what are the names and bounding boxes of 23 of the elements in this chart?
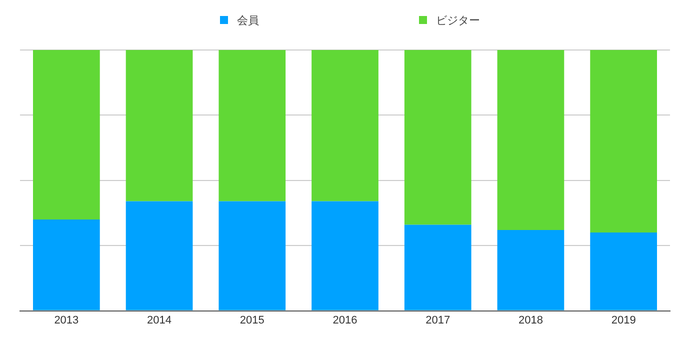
x-tick-label: 2019 bbox=[611, 314, 636, 326]
x-tick-label: 2017 bbox=[426, 314, 450, 326]
bar bbox=[497, 50, 564, 230]
bar bbox=[312, 50, 378, 202]
bar bbox=[218, 50, 286, 202]
legend-label: ビジター bbox=[436, 12, 480, 28]
x-tick-label: 2018 bbox=[518, 314, 543, 326]
x-tick-label: 2014 bbox=[147, 314, 172, 326]
bar bbox=[33, 220, 100, 310]
x-tick-label: 2016 bbox=[332, 314, 358, 326]
bar bbox=[497, 230, 564, 310]
legend-label: 会員 bbox=[237, 12, 259, 28]
bar bbox=[126, 201, 193, 310]
bar bbox=[590, 50, 657, 233]
bar bbox=[590, 232, 657, 310]
bar bbox=[404, 50, 472, 225]
x-tick-label: 2015 bbox=[240, 314, 264, 326]
bar bbox=[33, 50, 100, 220]
bar bbox=[404, 224, 472, 310]
bar bbox=[218, 201, 286, 310]
x-tick-label: 2013 bbox=[54, 314, 79, 326]
bar bbox=[126, 50, 193, 202]
bar bbox=[312, 201, 378, 310]
